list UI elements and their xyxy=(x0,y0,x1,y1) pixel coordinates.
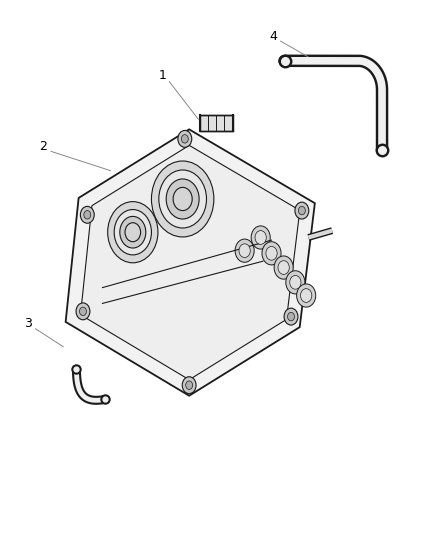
Circle shape xyxy=(182,377,196,393)
FancyBboxPatch shape xyxy=(200,115,232,131)
Circle shape xyxy=(114,209,151,255)
Circle shape xyxy=(265,246,276,260)
Circle shape xyxy=(273,256,293,279)
Circle shape xyxy=(80,206,94,223)
Circle shape xyxy=(251,226,270,249)
Text: 2: 2 xyxy=(39,141,47,154)
Text: 4: 4 xyxy=(269,30,276,43)
Circle shape xyxy=(185,381,192,390)
Circle shape xyxy=(294,202,308,219)
Circle shape xyxy=(296,284,315,307)
Circle shape xyxy=(125,223,140,241)
Circle shape xyxy=(300,289,311,302)
Circle shape xyxy=(107,201,158,263)
Circle shape xyxy=(283,308,297,325)
Circle shape xyxy=(151,161,213,237)
Circle shape xyxy=(289,276,300,289)
Circle shape xyxy=(166,179,199,219)
Circle shape xyxy=(120,216,145,248)
Circle shape xyxy=(235,239,254,262)
Text: 1: 1 xyxy=(159,69,166,82)
Circle shape xyxy=(298,206,304,215)
Circle shape xyxy=(285,271,304,294)
Circle shape xyxy=(181,135,188,143)
Circle shape xyxy=(287,312,294,321)
Circle shape xyxy=(277,261,289,274)
Circle shape xyxy=(261,241,280,265)
Circle shape xyxy=(173,188,192,211)
Circle shape xyxy=(177,131,191,147)
Circle shape xyxy=(238,244,250,257)
Circle shape xyxy=(76,303,90,320)
Circle shape xyxy=(254,231,266,244)
Polygon shape xyxy=(65,130,314,395)
Circle shape xyxy=(84,211,91,219)
Text: 3: 3 xyxy=(25,317,32,330)
Circle shape xyxy=(79,307,86,316)
Circle shape xyxy=(159,170,206,228)
Polygon shape xyxy=(80,146,299,379)
